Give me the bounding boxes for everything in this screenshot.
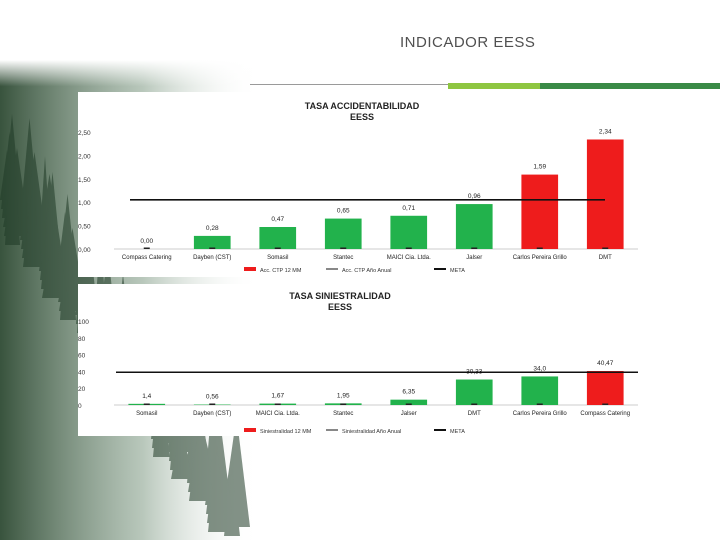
x-tick-label: Jalser [401, 411, 417, 417]
title-rule-gray [250, 84, 448, 85]
x-tick-label: Compass Catering [580, 411, 630, 417]
y-tick-label: 2,50 [78, 130, 91, 137]
claims-rate-chart-panel: TASA SINIESTRALIDAD EESS 0 20 40 60 80 100 1,4 So… [78, 284, 642, 436]
bar-compass-catering [586, 371, 624, 405]
bar-carlos-pereira-grillo [521, 376, 559, 405]
data-label: 1,4 [142, 393, 151, 400]
title-rule-dark [540, 83, 720, 89]
bar-baseline-marker [209, 403, 216, 405]
data-label: 0,65 [337, 208, 350, 215]
legend-label: Siniestralidad Año Anual [342, 429, 401, 435]
data-label: 0,96 [468, 193, 481, 200]
y-tick-label: 20 [78, 386, 86, 393]
data-label: 1,67 [271, 393, 284, 400]
bar-baseline-marker [405, 403, 412, 405]
legend-swatch [244, 428, 256, 432]
x-tick-label: Dayben (CST) [193, 411, 231, 417]
legend-label: Acc. CTP 12 MM [260, 268, 302, 274]
chart-title-line: EESS [350, 112, 374, 122]
x-tick-label: Dayben (CST) [193, 255, 231, 261]
x-tick-label: Carlos Pereira Grillo [513, 411, 568, 417]
data-label: 0,47 [271, 216, 284, 223]
tree-silhouette [171, 422, 192, 479]
tree-silhouette [5, 130, 20, 245]
bar-jalser [390, 399, 428, 405]
x-tick-label: MAICI Cia. Ltda. [256, 411, 300, 417]
data-label: 0,71 [402, 205, 415, 212]
y-tick-label: 0,00 [78, 247, 91, 254]
legend-label: Siniestralidad 12 MM [260, 429, 312, 435]
tree-silhouette [224, 468, 240, 536]
data-label: 2,34 [599, 128, 612, 135]
chart-title-line: EESS [328, 302, 352, 312]
chart-title-line: TASA ACCIDENTABILIDAD [305, 101, 420, 111]
y-tick-label: 0,50 [78, 224, 91, 231]
bar-baseline-marker [602, 247, 609, 249]
accident-rate-chart-panel: TASA ACCIDENTABILIDAD EESS 0,00 0,50 1,00 1,5… [78, 92, 642, 277]
x-tick-label: Stantec [333, 255, 353, 261]
bar-baseline-marker [274, 247, 281, 249]
x-tick-label: Somasil [136, 411, 157, 417]
y-tick-label: 100 [78, 319, 89, 326]
bar-baseline-marker [602, 403, 609, 405]
bar-stantec [324, 218, 362, 249]
bar-baseline-marker [536, 403, 543, 405]
x-tick-label: MAICI Cia. Ltda. [387, 255, 431, 261]
x-tick-label: Jalser [466, 255, 482, 261]
data-label: 1,59 [533, 164, 546, 171]
legend-label: META [450, 429, 465, 435]
y-tick-label: 80 [78, 336, 86, 343]
x-tick-label: Compass Catering [122, 255, 172, 261]
bar-baseline-marker [471, 247, 478, 249]
legend-label: Acc. CTP Año Anual [342, 268, 391, 274]
data-label: 6,35 [402, 389, 415, 396]
bar-baseline-marker [340, 403, 347, 405]
bar-jalser [455, 204, 493, 249]
data-label: 40,47 [597, 360, 614, 367]
bar-baseline-marker [471, 403, 478, 405]
bar-baseline-marker [536, 247, 543, 249]
bar-carlos-pereira-grillo [521, 174, 559, 249]
bar-maici-cia-ltda- [390, 215, 428, 249]
data-label: 0,28 [206, 225, 219, 232]
tree-silhouette [208, 446, 226, 532]
x-tick-label: Somasil [267, 255, 288, 261]
x-tick-label: Stantec [333, 411, 353, 417]
tree-silhouette [23, 186, 42, 267]
bar-dayben-cst- [193, 235, 231, 249]
chart-title-line: TASA SINIESTRALIDAD [289, 291, 391, 301]
data-label: 34,0 [533, 365, 546, 372]
x-tick-label: DMT [599, 255, 612, 261]
data-label: 1,95 [337, 392, 350, 399]
legend-swatch [244, 267, 256, 271]
bar-baseline-marker [143, 247, 150, 249]
data-label: 0,56 [206, 394, 219, 401]
bar-somasil [259, 227, 297, 249]
y-tick-label: 2,00 [78, 153, 91, 160]
y-tick-label: 40 [78, 369, 86, 376]
bar-baseline-marker [340, 247, 347, 249]
y-tick-label: 1,00 [78, 200, 91, 207]
data-label: 0,00 [140, 238, 153, 245]
y-tick-label: 0 [78, 403, 82, 410]
bar-dmt [455, 379, 493, 405]
tree-silhouette [189, 408, 214, 501]
legend-label: META [450, 268, 465, 274]
bar-baseline-marker [274, 403, 281, 405]
bar-baseline-marker [405, 247, 412, 249]
x-tick-label: DMT [468, 411, 481, 417]
y-tick-label: 1,50 [78, 177, 91, 184]
bar-baseline-marker [209, 247, 216, 249]
bar-dmt [586, 139, 624, 249]
bar-baseline-marker [143, 403, 150, 405]
x-tick-label: Carlos Pereira Grillo [513, 255, 568, 261]
tree-silhouette [42, 224, 68, 298]
title-rule-light [448, 83, 540, 89]
y-tick-label: 60 [78, 353, 86, 360]
page-title: INDICADOR EESS [400, 34, 536, 51]
